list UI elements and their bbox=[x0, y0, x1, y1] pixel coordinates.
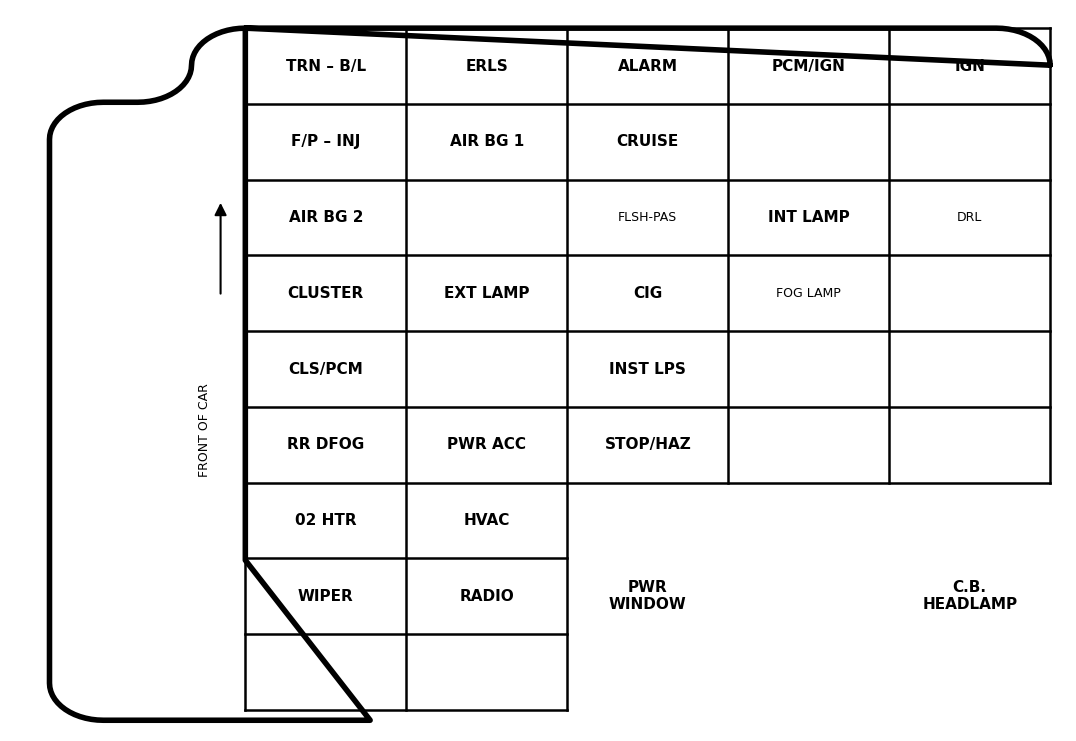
Text: INST LPS: INST LPS bbox=[609, 362, 686, 376]
Text: FOG LAMP: FOG LAMP bbox=[777, 287, 841, 300]
Text: CIG: CIG bbox=[633, 286, 663, 301]
Text: C.B.
HEADLAMP: C.B. HEADLAMP bbox=[922, 580, 1017, 613]
Text: AIR BG 2: AIR BG 2 bbox=[288, 210, 363, 225]
Text: RADIO: RADIO bbox=[459, 589, 514, 604]
Text: STOP/HAZ: STOP/HAZ bbox=[605, 437, 691, 452]
Text: AIR BG 1: AIR BG 1 bbox=[450, 134, 524, 149]
Text: IGN: IGN bbox=[954, 59, 986, 73]
Text: PCM/IGN: PCM/IGN bbox=[771, 59, 846, 73]
Text: INT LAMP: INT LAMP bbox=[768, 210, 850, 225]
Text: TRN – B/L: TRN – B/L bbox=[286, 59, 366, 73]
Text: CLS/PCM: CLS/PCM bbox=[288, 362, 364, 376]
Text: CLUSTER: CLUSTER bbox=[287, 286, 364, 301]
Text: DRL: DRL bbox=[957, 211, 982, 224]
Text: 02 HTR: 02 HTR bbox=[295, 513, 356, 528]
Text: RR DFOG: RR DFOG bbox=[287, 437, 365, 452]
Text: FRONT OF CAR: FRONT OF CAR bbox=[198, 383, 211, 476]
Text: F/P – INJ: F/P – INJ bbox=[292, 134, 360, 149]
Text: PWR
WINDOW: PWR WINDOW bbox=[609, 580, 686, 613]
Text: PWR ACC: PWR ACC bbox=[448, 437, 526, 452]
Text: HVAC: HVAC bbox=[464, 513, 510, 528]
Text: WIPER: WIPER bbox=[298, 589, 354, 604]
Text: FLSH-PAS: FLSH-PAS bbox=[618, 211, 678, 224]
Polygon shape bbox=[49, 28, 1050, 720]
Text: ALARM: ALARM bbox=[618, 59, 678, 73]
Text: EXT LAMP: EXT LAMP bbox=[444, 286, 529, 301]
Text: CRUISE: CRUISE bbox=[617, 134, 679, 149]
Text: ERLS: ERLS bbox=[466, 59, 508, 73]
